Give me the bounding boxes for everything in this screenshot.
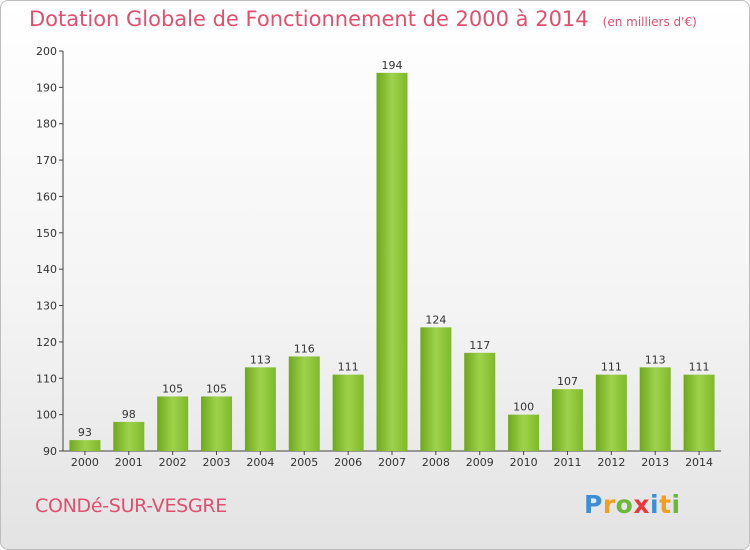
x-tick-label-2009: 2009 [466, 456, 494, 469]
logo-letter: t [659, 490, 672, 519]
y-tick-label: 120 [36, 336, 57, 349]
labels-group: 93 2000 98 2001 105 2002 105 2003 113 2004 116 2005… [71, 59, 713, 469]
logo-letter: i [671, 490, 681, 519]
y-tick-label: 170 [36, 154, 57, 167]
bar-2000 [69, 440, 101, 451]
value-label-2000: 93 [78, 426, 92, 439]
bar-2004 [244, 367, 276, 451]
value-label-2012: 111 [601, 361, 622, 374]
x-tick-label-2013: 2013 [641, 456, 669, 469]
y-tick-label: 200 [36, 45, 57, 58]
bar-2003 [201, 396, 233, 451]
logo-letter: r [602, 490, 616, 519]
y-tick-label: 100 [36, 409, 57, 422]
chart-title-text: Dotation Globale de Fonctionnement de 20… [29, 7, 589, 31]
bar-2006 [332, 374, 364, 451]
bar-2011 [551, 389, 583, 451]
value-label-2002: 105 [162, 382, 183, 395]
logo-letter: P [584, 490, 603, 519]
value-label-2006: 111 [338, 361, 359, 374]
bar-2010 [508, 414, 540, 451]
x-tick-label-2003: 2003 [203, 456, 231, 469]
value-label-2014: 111 [689, 361, 710, 374]
value-label-2013: 113 [645, 353, 666, 366]
x-tick-label-2004: 2004 [246, 456, 274, 469]
axes: 90 100 110 120 130 140 150 160 170 180 190 200 [36, 45, 721, 458]
y-tick-label: 110 [36, 372, 57, 385]
logo-letter: o [615, 490, 634, 519]
x-tick-label-2008: 2008 [422, 456, 450, 469]
bar-2002 [157, 396, 189, 451]
x-tick-label-2010: 2010 [510, 456, 538, 469]
bars-group [69, 72, 715, 452]
chart-title: Dotation Globale de Fonctionnement de 20… [29, 7, 697, 31]
bar-2013 [639, 367, 671, 451]
y-tick-label: 130 [36, 300, 57, 313]
bar-2007 [376, 72, 408, 452]
x-tick-label-2012: 2012 [597, 456, 625, 469]
value-label-2005: 116 [294, 342, 315, 355]
x-tick-label-2001: 2001 [115, 456, 143, 469]
value-label-2008: 124 [425, 313, 446, 326]
value-label-2007: 194 [382, 59, 403, 72]
bar-2009 [464, 352, 496, 451]
y-tick-label: 150 [36, 227, 57, 240]
x-tick-label-2000: 2000 [71, 456, 99, 469]
y-tick-label: 140 [36, 263, 57, 276]
x-tick-label-2006: 2006 [334, 456, 362, 469]
bar-2012 [595, 374, 627, 451]
value-label-2009: 117 [469, 339, 490, 352]
proxiti-logo: Proxiti [584, 490, 681, 519]
y-tick-label: 160 [36, 190, 57, 203]
logo-letter: i [650, 490, 660, 519]
value-label-2001: 98 [122, 408, 136, 421]
bar-2001 [113, 421, 145, 451]
x-tick-label-2005: 2005 [290, 456, 318, 469]
value-label-2003: 105 [206, 382, 227, 395]
value-label-2011: 107 [557, 375, 578, 388]
chart-unit: (en milliers d'€) [602, 15, 697, 29]
x-tick-label-2002: 2002 [159, 456, 187, 469]
logo-letter: x [633, 490, 650, 519]
commune-name: CONDé-SUR-VESGRE [35, 495, 227, 517]
x-tick-label-2011: 2011 [553, 456, 581, 469]
bar-2014 [683, 374, 715, 451]
x-tick-label-2014: 2014 [685, 456, 713, 469]
bar-2008 [420, 327, 452, 451]
y-tick-label: 90 [43, 445, 57, 458]
value-label-2010: 100 [513, 401, 534, 414]
value-label-2004: 113 [250, 353, 271, 366]
y-tick-label: 180 [36, 118, 57, 131]
bar-2005 [288, 356, 320, 451]
y-tick-label: 190 [36, 81, 57, 94]
x-tick-label-2007: 2007 [378, 456, 406, 469]
